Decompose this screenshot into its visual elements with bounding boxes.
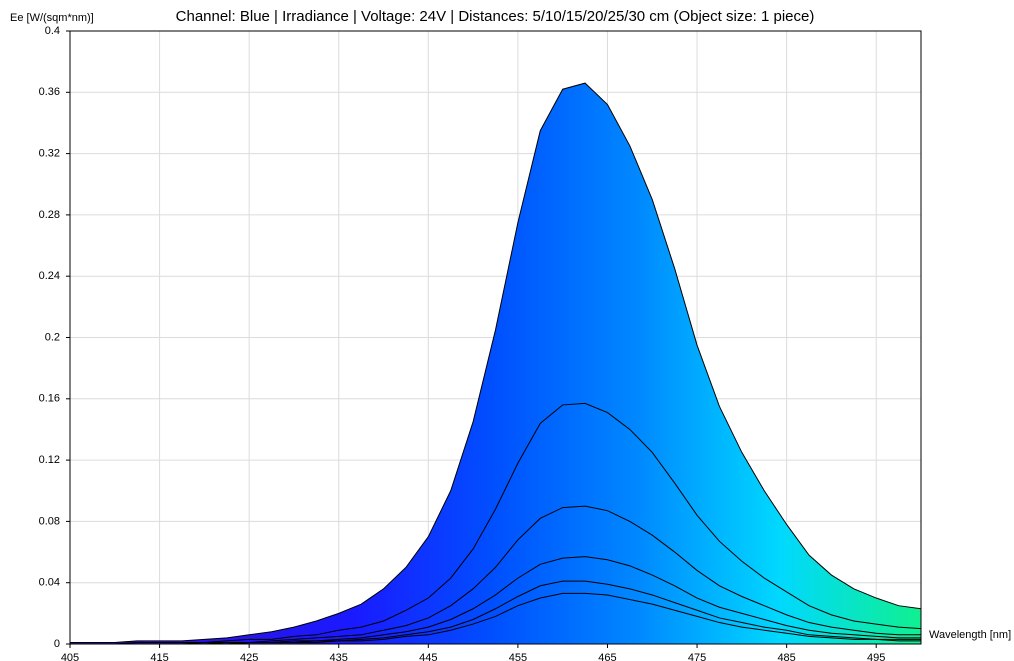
x-tick-label: 445	[419, 652, 437, 661]
x-tick-label: 415	[150, 652, 168, 661]
y-tick-label: 0.4	[45, 25, 60, 37]
area-fill	[70, 83, 921, 645]
y-tick-label: 0.36	[39, 86, 60, 98]
x-tick-label: 405	[61, 652, 79, 661]
series-line	[70, 402, 922, 645]
y-tick-label: 0.04	[39, 577, 60, 589]
y-axis-label: Ee [W/(sqm*nm)]	[10, 12, 94, 24]
x-tick-label: 425	[240, 652, 258, 661]
series-line	[70, 505, 921, 645]
x-tick-label: 485	[777, 652, 795, 661]
chart-title: Channel: Blue | Irradiance | Voltage: 24…	[176, 8, 815, 25]
x-tick-label: 465	[598, 652, 616, 661]
x-tick-label: 435	[330, 652, 348, 661]
series-line	[70, 82, 922, 643]
x-tick-label: 455	[509, 652, 527, 661]
y-tick-label: 0.2	[45, 331, 60, 343]
x-axis-label: Wavelength [nm]	[929, 629, 1011, 641]
y-tick-label: 0.08	[39, 515, 60, 527]
y-tick-label: 0.28	[39, 209, 60, 221]
y-tick-label: 0	[54, 638, 60, 650]
y-tick-label: 0.32	[39, 148, 60, 160]
y-tick-label: 0.12	[39, 454, 60, 466]
y-tick-label: 0.24	[39, 270, 60, 282]
x-tick-label: 475	[688, 652, 706, 661]
series-line	[70, 556, 921, 645]
plot-border	[69, 30, 922, 645]
x-tick-label: 495	[867, 652, 885, 661]
y-tick-label: 0.16	[39, 393, 60, 405]
